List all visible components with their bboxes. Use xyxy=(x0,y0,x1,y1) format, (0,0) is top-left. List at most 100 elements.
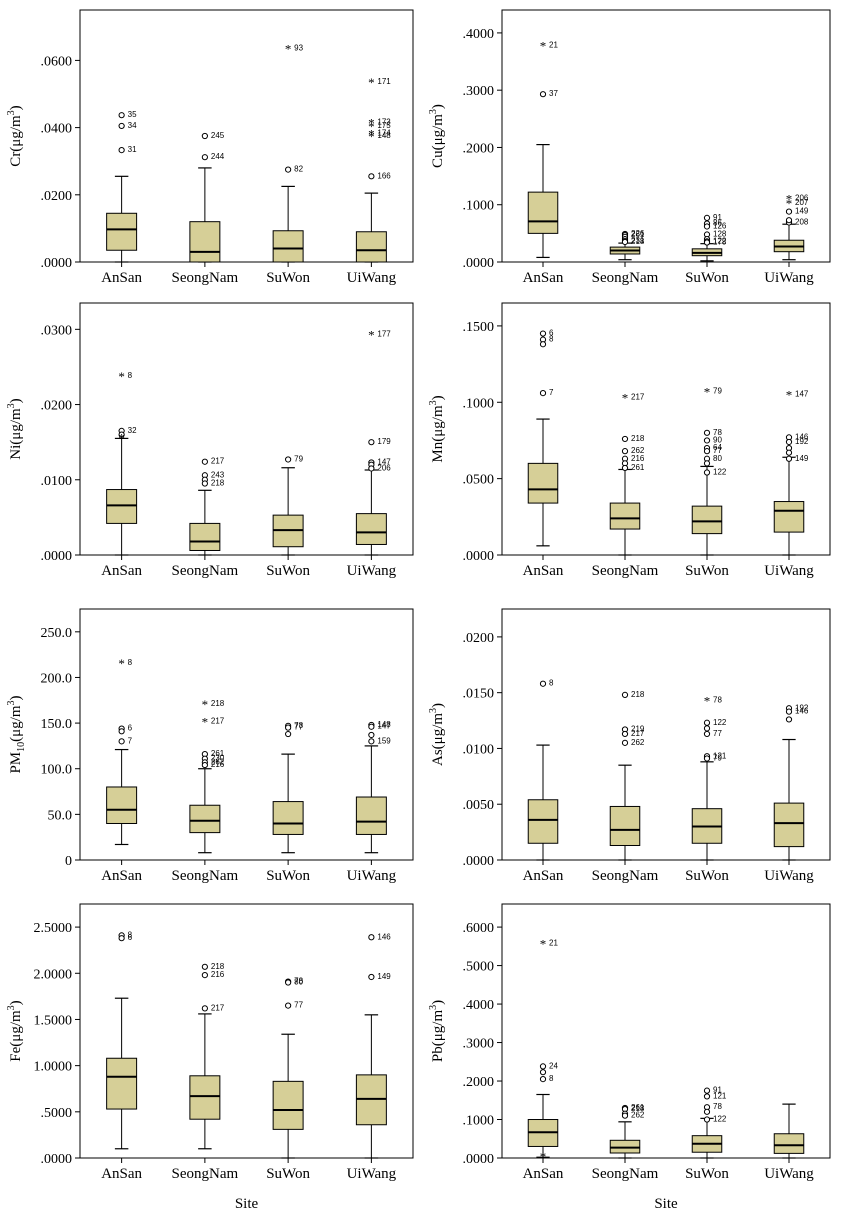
y-tick-label: .5000 xyxy=(41,1106,73,1121)
box-SuWon xyxy=(691,465,723,556)
outlier-label: 243 xyxy=(211,470,225,479)
circle-marker xyxy=(285,979,292,986)
y-axis-title: Fe(μg/m3) xyxy=(6,1000,24,1061)
star-marker: * xyxy=(202,714,209,729)
outlier-label: 91 xyxy=(713,213,722,222)
y-tick-label: .0300 xyxy=(41,323,73,338)
circle-marker xyxy=(703,469,711,476)
y-axis-title-end: ) xyxy=(8,105,24,110)
category-label: SeongNam xyxy=(172,270,239,286)
category-label: AnSan xyxy=(523,270,564,286)
circle-marker xyxy=(118,431,125,438)
circle-marker xyxy=(703,755,711,762)
iqr-box xyxy=(773,802,805,848)
outlier-label: 230 xyxy=(211,754,225,763)
outlier: 149 xyxy=(785,207,809,216)
outlier: 218 xyxy=(201,479,225,488)
outlier: 147 xyxy=(368,722,391,731)
star-marker: * xyxy=(285,42,292,57)
outlier-label: 35 xyxy=(128,110,137,119)
iqr-box xyxy=(106,1057,138,1110)
iqr-box xyxy=(272,1080,304,1130)
y-tick-label: .1000 xyxy=(463,1114,495,1129)
box-AnSan xyxy=(106,437,138,556)
circle-marker xyxy=(285,456,292,463)
extreme-outlier: * 207 xyxy=(786,196,809,211)
box-SeongNam xyxy=(189,768,221,854)
iqr-box xyxy=(355,231,387,263)
outlier-label: 8 xyxy=(549,679,554,688)
outlier xyxy=(368,731,375,739)
y-axis-title-sup: 3 xyxy=(6,403,17,408)
star-marker: * xyxy=(118,656,125,671)
extreme-outlier: * 78 xyxy=(704,693,723,708)
y-tick-label: .0500 xyxy=(463,473,495,488)
extreme-outlier: * 177 xyxy=(368,328,391,343)
panel-pb: .0000 .1000 .2000 .3000 .4000 .5000 .6000 AnSan… xyxy=(428,903,831,1212)
star-marker: * xyxy=(540,39,547,54)
outlier-label: 77 xyxy=(294,1001,303,1010)
category-label: UiWang xyxy=(347,270,397,286)
y-axis-title-rest: (μg/m xyxy=(8,705,24,742)
outlier: 6 xyxy=(118,933,133,942)
outlier-label: 217 xyxy=(211,457,225,466)
outlier-label: 147 xyxy=(377,457,391,466)
y-tick-label: .0050 xyxy=(463,798,495,813)
x-axis-title: Site xyxy=(235,1196,259,1212)
plot-frame xyxy=(79,9,414,263)
outlier: 90 xyxy=(703,435,722,444)
circle-marker xyxy=(285,1002,292,1009)
y-axis-title-main: Pb xyxy=(430,1046,446,1062)
y-tick-label: .3000 xyxy=(463,1037,495,1052)
outlier-label: 245 xyxy=(211,131,225,140)
box-UiWang xyxy=(355,192,387,263)
circle-marker xyxy=(539,1076,547,1083)
outlier: 8 xyxy=(539,679,554,688)
y-axis-title-rest: (μg/m xyxy=(8,408,24,445)
y-tick-label: .0000 xyxy=(41,256,73,271)
outlier: 146 xyxy=(785,707,809,716)
outlier-label: 148 xyxy=(377,131,391,140)
outlier: 178 xyxy=(703,238,727,247)
circle-marker xyxy=(285,730,292,738)
outlier-label: 6 xyxy=(128,933,133,942)
extreme-outlier: * 218 xyxy=(202,697,225,712)
star-marker: * xyxy=(786,196,793,211)
iqr-box xyxy=(527,191,559,234)
outlier-label: 208 xyxy=(795,217,809,226)
circle-marker xyxy=(368,439,375,446)
star-marker: * xyxy=(368,129,375,144)
outlier-label: 79 xyxy=(713,753,722,762)
circle-marker xyxy=(368,738,375,745)
y-axis-title-rest: (μg/m xyxy=(8,1010,24,1047)
outlier-label: 192 xyxy=(795,437,809,446)
outlier-label: 7 xyxy=(549,388,554,397)
box-AnSan xyxy=(106,175,138,263)
outlier: 91 xyxy=(703,1086,722,1095)
outlier-label: 79 xyxy=(294,454,303,463)
panel-mn: .0000 .0500 .1000 .1500 AnSan SeongNam SuWon Ui… xyxy=(428,302,831,579)
iqr-box xyxy=(272,801,304,835)
category-label: SeongNam xyxy=(172,1166,239,1182)
outlier: 37 xyxy=(539,89,558,98)
y-tick-label: 2.0000 xyxy=(34,967,73,982)
y-tick-label: .0000 xyxy=(41,1152,73,1167)
outlier: 262 xyxy=(621,446,645,455)
extreme-outlier: * 173 xyxy=(368,116,391,131)
outlier-label: 24 xyxy=(549,1061,558,1070)
outlier: 261 xyxy=(621,463,645,472)
box-AnSan xyxy=(106,748,138,846)
circle-marker xyxy=(703,1116,711,1123)
circle-marker xyxy=(703,1087,711,1094)
outlier: 35 xyxy=(118,110,137,119)
iqr-box xyxy=(609,502,641,530)
circle-marker xyxy=(621,1112,629,1119)
outlier-label: 121 xyxy=(713,751,727,760)
outlier-label: 6 xyxy=(128,724,133,733)
y-axis-title-end: ) xyxy=(8,398,24,403)
outlier: 216 xyxy=(201,970,225,979)
circle-marker xyxy=(368,465,375,472)
category-label: SuWon xyxy=(266,868,310,884)
circle-marker xyxy=(703,437,711,444)
